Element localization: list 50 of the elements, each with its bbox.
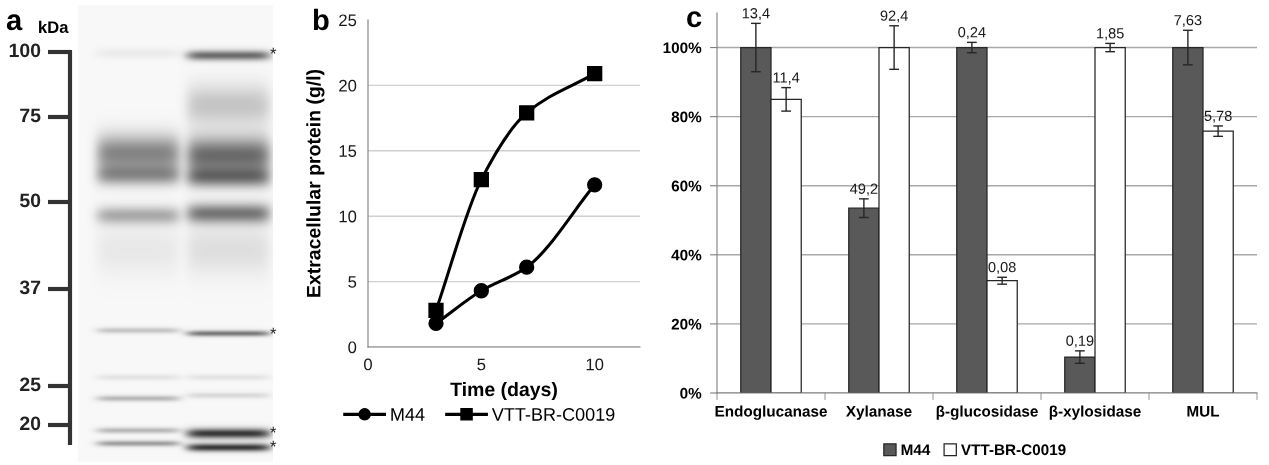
legend-label: M44 <box>391 408 425 421</box>
x-tick-label: Endoglucanase <box>715 405 827 420</box>
annotation: 0,08 <box>988 261 1016 275</box>
annotation: 11,4 <box>773 72 800 85</box>
y-tick-label: 80% <box>671 111 702 123</box>
annotation: 0,19 <box>1066 335 1094 348</box>
annotation: 49,2 <box>850 183 878 196</box>
chart-title: c <box>687 11 702 28</box>
x-tick-label: 0 <box>364 358 372 371</box>
legend-label: VTT-BR-C0019 <box>491 408 615 421</box>
text: * <box>270 327 277 334</box>
y-tick-label: 15 <box>339 145 357 157</box>
text: * <box>270 47 277 54</box>
y-tick-label: 20 <box>339 79 357 92</box>
x-tick-label: Xylanase <box>846 405 912 420</box>
x-tick-label: 5 <box>477 358 486 371</box>
x-tick-label: MUL <box>1187 406 1220 417</box>
legend-label: VTT-BR-C0019 <box>961 444 1066 456</box>
y-tick-label: 25 <box>339 14 357 27</box>
text: 37 <box>19 280 41 295</box>
annotation: 5,78 <box>1204 110 1232 123</box>
annotation: 0,24 <box>958 27 986 40</box>
text: * <box>270 426 277 433</box>
y-tick-label: 0 <box>348 341 357 354</box>
legend-label: M44 <box>901 444 931 455</box>
annotation: 13,4 <box>742 8 770 21</box>
text: 50 <box>19 193 41 208</box>
x-tick-label: β-xylosidase <box>1049 405 1141 420</box>
text: 75 <box>20 108 41 123</box>
text: * <box>270 440 277 447</box>
text: a <box>6 14 23 31</box>
text: kDa <box>39 20 69 34</box>
x-tick-label: β-glucosidase <box>936 405 1038 420</box>
y-tick-label: 60% <box>671 180 702 192</box>
y-tick-label: 5 <box>348 276 357 288</box>
annotation: 1,85 <box>1097 28 1124 41</box>
y-tick-label: 0% <box>680 387 702 399</box>
y-axis-title: Extracellular protein (g/l) <box>306 69 325 297</box>
y-tick-label: 10 <box>339 210 357 223</box>
y-tick-label: 100% <box>663 42 702 54</box>
chart-title: b <box>313 8 329 31</box>
y-tick-label: 20% <box>671 318 702 330</box>
y-tick-label: 40% <box>671 249 702 261</box>
text: 20 <box>20 416 41 431</box>
x-axis-title: Time (days) <box>450 381 557 401</box>
annotation: 92,4 <box>880 10 908 23</box>
text: 100 <box>9 43 41 58</box>
x-tick-label: 10 <box>586 358 604 371</box>
text: 25 <box>20 377 41 392</box>
annotation: 7,63 <box>1174 14 1202 28</box>
